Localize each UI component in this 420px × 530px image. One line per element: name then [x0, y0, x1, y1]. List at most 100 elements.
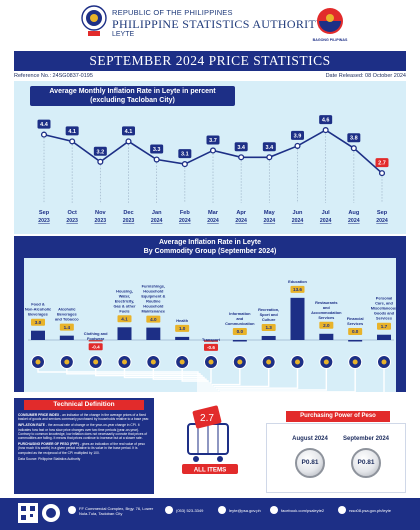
connector-wire — [123, 369, 205, 426]
commodity-bar-chart: 3.0 Food & Non-Alcoholic Beverages 1.4 Alcoho… — [25, 279, 397, 474]
x-tick-month: Feb — [180, 210, 191, 216]
x-tick-month: Apr — [236, 210, 246, 216]
cart-wheel — [217, 456, 223, 462]
data-point — [153, 156, 160, 163]
x-tick-year: 2023 — [123, 218, 135, 224]
x-tick-year: 2023 — [38, 218, 50, 224]
category-label: Clothing and Footwear — [84, 331, 108, 341]
monthly-inflation-title-box: Average Monthly Inflation Rate in Leyte … — [30, 86, 235, 106]
psa-logo — [81, 5, 107, 36]
x-tick-year: 2024 — [292, 218, 304, 224]
data-label-box — [319, 115, 333, 125]
commodity-chart-title: Average Inflation Rate in Leyte — [158, 239, 262, 246]
commodity-chart-panel — [24, 258, 396, 392]
commodity-bar — [146, 327, 161, 340]
value-label: 1.4 — [64, 325, 71, 330]
value-label: 2.0 — [323, 323, 330, 328]
connector-wire — [181, 369, 209, 426]
footer-website[interactable]: rsso08.psa.gov.ph/leyte — [349, 508, 391, 513]
commodity-icon-center — [323, 359, 329, 365]
connector-wire — [209, 369, 212, 426]
data-label-box — [65, 126, 79, 136]
value-label-box — [31, 318, 45, 326]
data-label-box — [150, 144, 164, 154]
data-point — [125, 138, 132, 145]
data-point — [209, 147, 217, 154]
total-value: 2.7 — [200, 413, 214, 424]
commodity-icon-center — [93, 359, 99, 365]
commodity-bar — [88, 340, 103, 342]
commodity-icon-center — [122, 359, 127, 365]
commodity-chart-subtitle: By Commodity Group (September 2024) — [143, 248, 277, 255]
bagong-pilipinas-text: BAGONG PILIPINAS — [313, 38, 348, 42]
footer-bar — [0, 498, 420, 530]
page-title: SEPTEMBER 2024 PRICE STATISTICS — [14, 51, 406, 71]
category-label: Housing, Water, Electricity, Gas & other Fue… — [113, 288, 136, 313]
footer-address: FF Commercial Complex, Brgy. 76, Lower N… — [79, 506, 154, 516]
connector-wire — [37, 369, 199, 426]
x-tick-year: 2023 — [95, 218, 107, 224]
data-label-box — [262, 142, 276, 152]
ppp-label-august: August 2024 — [292, 436, 328, 442]
purchasing-power-title: Purchasing Power of Peso — [286, 411, 390, 422]
data-label: 3.4 — [237, 145, 246, 151]
data-point — [294, 142, 301, 149]
x-tick-year: 2024 — [264, 218, 276, 224]
footer-phone: (053) 523-3349 — [176, 508, 204, 513]
x-tick-year: 2024 — [376, 218, 388, 224]
category-label: Health — [176, 318, 189, 323]
data-label: 4.4 — [40, 122, 49, 128]
value-label-box — [146, 315, 161, 323]
x-tick-month: Sep — [39, 210, 50, 216]
data-point — [69, 138, 76, 145]
commodity-icon-center — [35, 359, 41, 365]
category-label: Education — [288, 279, 307, 284]
commodity-icon-center — [208, 359, 214, 365]
commodity-icon-center — [295, 359, 300, 365]
ppp-definition: - gives an indication of the real value … — [18, 442, 145, 455]
category-label: Information and Communication — [225, 311, 255, 326]
all-items-box — [182, 464, 238, 474]
technical-definition-title: Technical Definition — [24, 400, 144, 410]
agency-name: PHILIPPINE STATISTICS AUTHORITY — [112, 17, 326, 31]
data-label-box — [37, 119, 51, 129]
data-point — [266, 154, 273, 161]
commodity-icon-center — [237, 359, 243, 365]
data-label-box — [291, 130, 304, 140]
data-point — [97, 158, 104, 165]
x-tick-year: 2024 — [179, 218, 191, 224]
data-point — [181, 161, 188, 168]
shopping-cart-icon — [187, 423, 229, 462]
x-tick-month: Jan — [152, 210, 162, 216]
x-tick-year: 2023 — [66, 218, 78, 224]
ppp-coin-august: P0.81 — [295, 448, 325, 478]
data-label-box — [347, 133, 361, 143]
release-date: Date Released: 08 October 2024 — [325, 73, 406, 79]
data-label: 2.7 — [378, 161, 386, 167]
republic-text: REPUBLIC OF THE PHILIPPINES — [112, 8, 233, 17]
cart-wheel — [193, 456, 199, 462]
footer-facebook[interactable]: facebook.com/psaleyte2 — [281, 508, 325, 513]
facebook-icon — [270, 506, 278, 514]
data-label: 4.1 — [125, 129, 133, 135]
x-tick-month: Jun — [293, 210, 304, 216]
value-label-box — [261, 323, 276, 331]
technical-definition-box — [14, 398, 154, 494]
data-point — [378, 170, 386, 177]
commodity-icon-center — [150, 359, 156, 365]
data-label-box — [375, 158, 389, 168]
value-label-box — [59, 323, 74, 331]
category-label: Financial Services — [347, 316, 364, 326]
data-point — [322, 127, 329, 134]
category-label: Transport — [202, 337, 221, 342]
connector-wire — [219, 369, 356, 426]
footer-email[interactable]: leyte@psa.gov.ph — [229, 508, 261, 513]
value-label-box — [175, 324, 190, 332]
monthly-inflation-subtitle: (excluding Tacloban City) — [90, 97, 175, 104]
cpi-definition: - an indicator of the change in the aver… — [18, 413, 150, 422]
ppp-coin-september: P0.81 — [351, 448, 381, 478]
data-label-box — [206, 135, 220, 145]
all-items-label: ALL ITEMS — [194, 467, 227, 474]
globe-icon — [338, 506, 346, 514]
connector-wire — [211, 369, 241, 426]
